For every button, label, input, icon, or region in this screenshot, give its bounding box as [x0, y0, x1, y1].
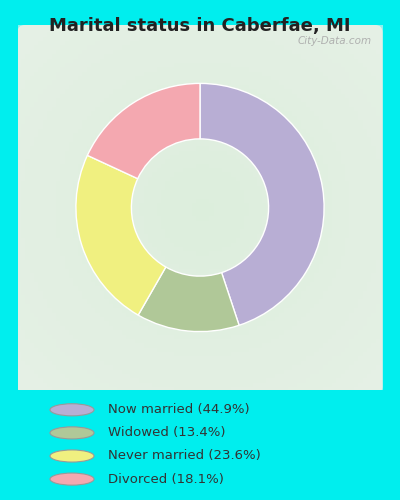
Circle shape — [50, 427, 94, 439]
Wedge shape — [87, 84, 200, 178]
Wedge shape — [200, 84, 324, 326]
Text: Never married (23.6%): Never married (23.6%) — [108, 450, 261, 462]
FancyBboxPatch shape — [18, 25, 382, 394]
Circle shape — [50, 473, 94, 485]
Wedge shape — [138, 267, 239, 332]
Circle shape — [50, 404, 94, 416]
Text: Marital status in Caberfae, MI: Marital status in Caberfae, MI — [49, 18, 351, 36]
Text: Now married (44.9%): Now married (44.9%) — [108, 404, 250, 416]
Text: City-Data.com: City-Data.com — [298, 36, 372, 46]
Circle shape — [50, 450, 94, 462]
Text: Divorced (18.1%): Divorced (18.1%) — [108, 472, 224, 486]
Wedge shape — [76, 156, 166, 315]
Text: Widowed (13.4%): Widowed (13.4%) — [108, 426, 226, 440]
